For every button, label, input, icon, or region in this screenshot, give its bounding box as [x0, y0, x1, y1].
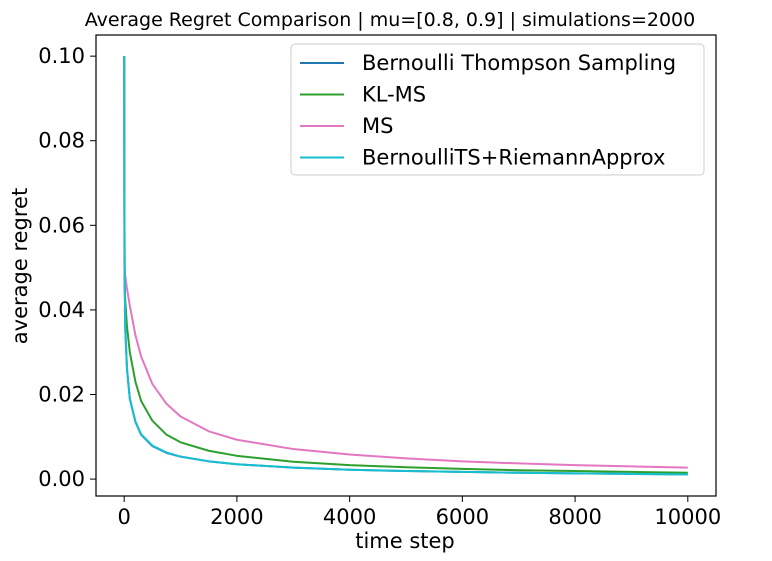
series-layer — [123, 56, 688, 476]
legend-items: Bernoulli Thompson Sampling KL-MS MS Bernou… — [300, 51, 676, 170]
legend-label-2: KL-MS — [362, 83, 426, 107]
x-axis-ticks: 0 2000 4000 6000 8000 10000 — [117, 496, 721, 529]
legend-label-3: MS — [362, 114, 393, 138]
x-tick-label: 8000 — [548, 505, 601, 529]
legend: Bernoulli Thompson Sampling KL-MS MS Bernou… — [290, 43, 705, 176]
y-tick-label: 0.02 — [38, 382, 85, 406]
y-tick-label: 0.08 — [38, 129, 85, 153]
x-tick-label: 4000 — [323, 505, 376, 529]
series-line-3 — [123, 56, 688, 469]
y-tick-label: 0.00 — [38, 467, 85, 491]
y-axis-ticks: 0.00 0.02 0.04 0.06 0.08 0.10 — [38, 44, 96, 491]
x-axis-label: time step — [355, 529, 455, 553]
y-tick-label: 0.04 — [38, 298, 85, 322]
y-tick-label: 0.10 — [38, 44, 85, 68]
legend-box — [290, 43, 705, 176]
legend-label-1: Bernoulli Thompson Sampling — [362, 51, 676, 75]
chart-title: Average Regret Comparison | mu=[0.8, 0.9… — [85, 9, 695, 31]
legend-label-4: BernoulliTS+RiemannApprox — [362, 146, 665, 170]
plot-frame — [95, 34, 717, 497]
y-tick-label: 0.06 — [38, 213, 85, 237]
x-tick-label: 10000 — [654, 505, 721, 529]
x-tick-label: 2000 — [210, 505, 263, 529]
series-line-4 — [123, 56, 688, 476]
x-tick-label: 6000 — [436, 505, 489, 529]
x-tick-label: 0 — [117, 505, 130, 529]
y-axis-label: average regret — [8, 188, 32, 344]
